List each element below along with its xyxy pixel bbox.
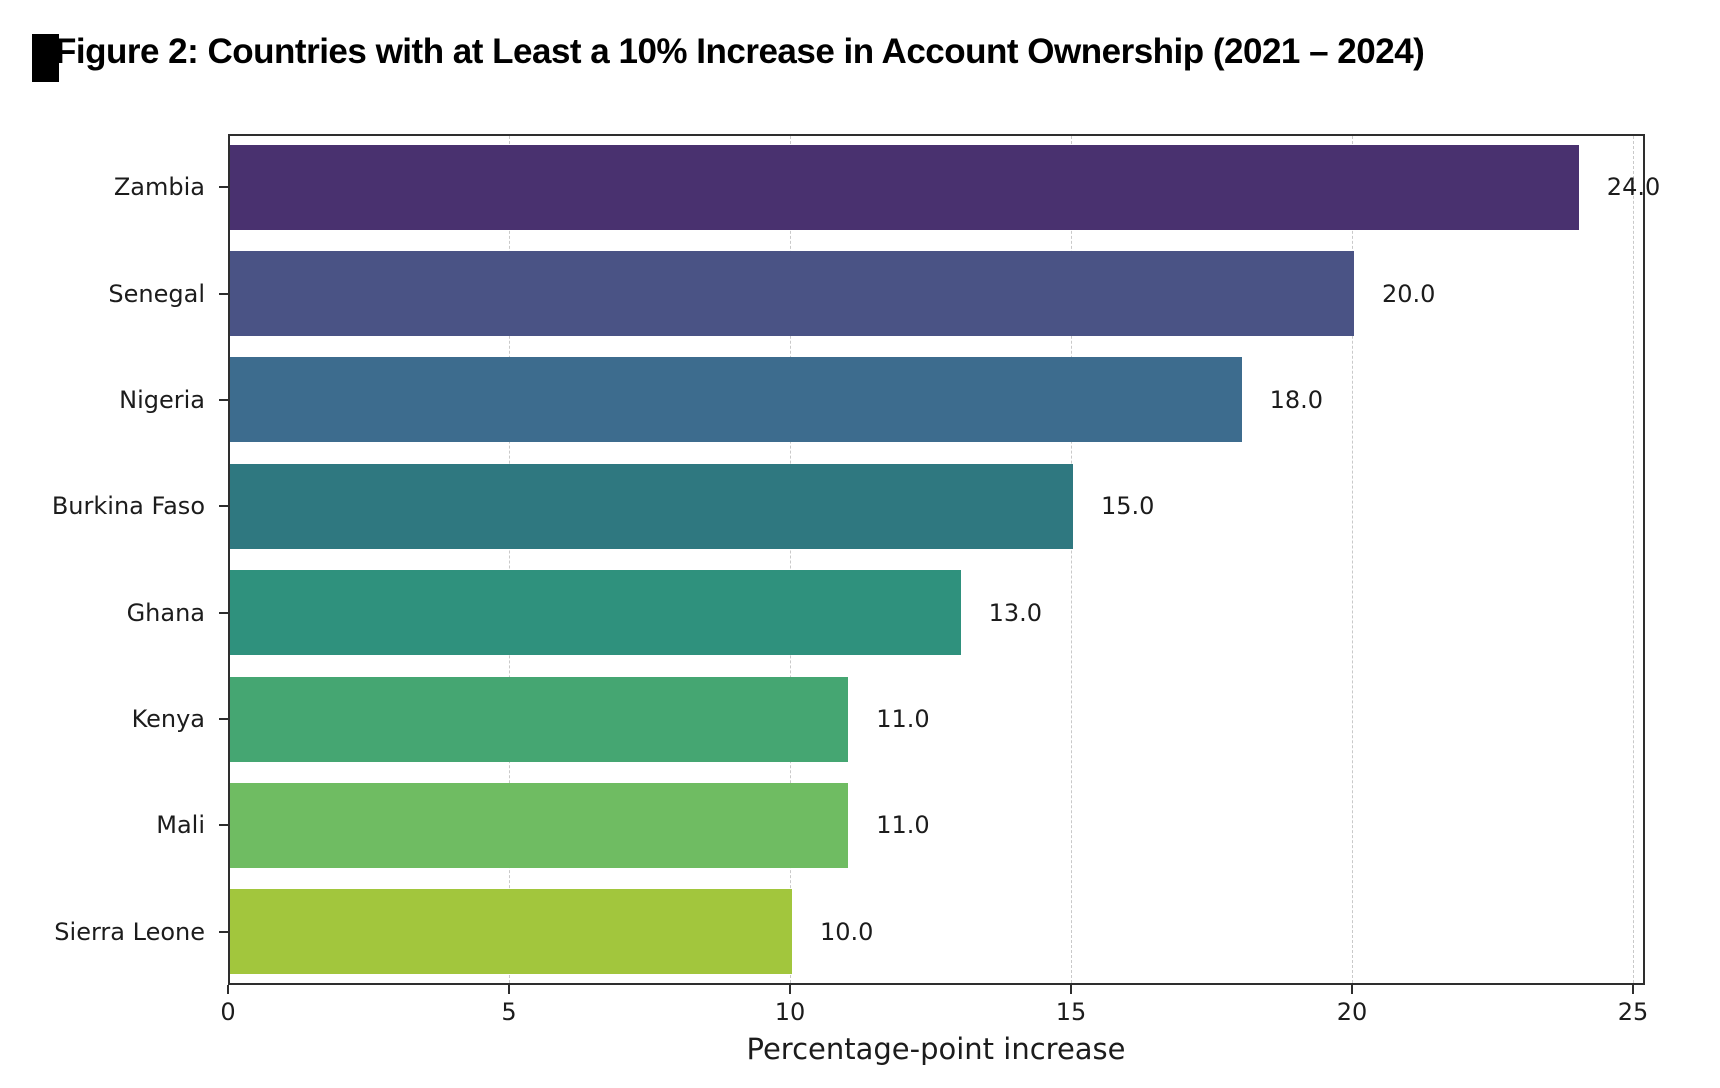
bar-value-label: 11.0 [876,811,930,840]
y-tick-label-ghana: Ghana [126,598,205,627]
x-tick-mark-25 [1632,985,1634,994]
y-tick-mark [219,292,228,295]
bar-value-label: 11.0 [876,705,930,734]
bar-zambia [230,144,1579,230]
gridline-25 [1633,136,1634,983]
chart-title: Figure 2: Countries with at Least a 10% … [55,32,1425,71]
x-tick-label-20: 20 [1336,998,1368,1026]
x-tick-mark-10 [789,985,791,994]
x-tick-mark-5 [508,985,510,994]
y-tick-mark [219,718,228,721]
x-tick-label-25: 25 [1617,998,1649,1026]
y-tick-label-zambia: Zambia [113,173,205,202]
bar-nigeria [230,357,1242,443]
y-tick-label-burkina-faso: Burkina Faso [51,492,205,521]
bar-value-label: 13.0 [988,598,1043,627]
top-left-artifact [32,34,59,82]
gridline-15 [1071,136,1072,983]
y-tick-mark [219,824,228,827]
bar-mali [230,782,849,868]
gridline-20 [1352,136,1353,983]
x-axis-label: Percentage-point increase [746,1032,1126,1066]
y-tick-label-mali: Mali [156,811,205,840]
gridline-5 [509,136,510,983]
bar-value-label: 10.0 [820,917,874,946]
x-tick-label-5: 5 [501,998,517,1026]
gridline-10 [790,136,791,983]
x-tick-mark-0 [227,985,229,994]
bar-sierra-leone [230,889,792,975]
bar-value-label: 15.0 [1101,492,1155,521]
bar-kenya [230,676,849,762]
x-tick-label-15: 15 [1055,998,1087,1026]
y-tick-mark [219,505,228,508]
bar-value-label: 24.0 [1606,173,1661,202]
bar-burkina-faso [230,463,1073,549]
y-tick-mark [219,398,228,401]
x-tick-label-0: 0 [220,998,236,1026]
x-tick-mark-15 [1070,985,1072,994]
x-tick-label-10: 10 [774,998,806,1026]
y-tick-label-senegal: Senegal [108,279,205,308]
y-tick-label-kenya: Kenya [131,705,205,734]
bar-ghana [230,570,961,656]
y-tick-mark [219,930,228,933]
bar-senegal [230,251,1354,337]
bar-value-label: 20.0 [1382,279,1436,308]
y-tick-mark [219,186,228,189]
y-tick-mark [219,611,228,614]
x-tick-mark-20 [1351,985,1353,994]
y-tick-label-sierra-leone: Sierra Leone [54,917,205,946]
bar-value-label: 18.0 [1269,385,1324,414]
plot-area: 24.0 20.0 18.0 15.0 13.0 11.0 11.0 10.0 [228,134,1660,985]
y-tick-label-nigeria: Nigeria [119,385,205,414]
